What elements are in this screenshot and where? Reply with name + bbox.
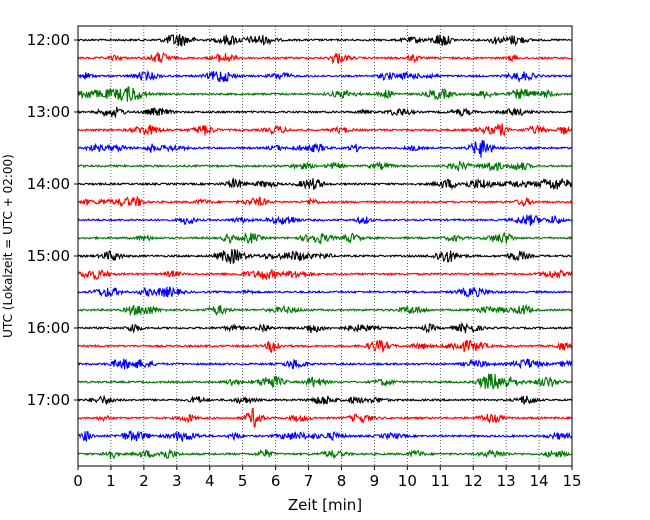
y-tick-label: 13:00 xyxy=(27,103,70,121)
trace-line xyxy=(77,373,573,390)
trace-line xyxy=(77,286,573,298)
x-tick-label: 14 xyxy=(530,472,549,490)
trace-line xyxy=(77,394,573,406)
y-tick-label: 14:00 xyxy=(27,175,70,193)
x-tick-label: 13 xyxy=(497,472,516,490)
trace-line xyxy=(77,160,573,172)
trace-line xyxy=(77,407,573,429)
trace-line xyxy=(77,195,573,208)
x-tick-label: 15 xyxy=(562,472,581,490)
x-tick-label: 5 xyxy=(238,472,248,490)
trace-line xyxy=(77,33,573,47)
trace-line xyxy=(77,249,573,265)
y-tick-label: 16:00 xyxy=(27,319,70,337)
y-tick-label: 17:00 xyxy=(27,391,70,409)
y-tick-label: 15:00 xyxy=(27,247,70,265)
trace-group xyxy=(77,33,573,460)
trace-line xyxy=(77,214,573,226)
y-tick-label: 12:00 xyxy=(27,31,70,49)
trace-line xyxy=(77,86,573,102)
x-axis-ticks: 0 1 2 3 4 5 6 7 8 9 10 11 12 13 14 15 xyxy=(73,466,582,490)
trace-line xyxy=(77,106,573,119)
plot-border xyxy=(77,25,573,467)
y-axis-label: UTC (Lokalzeit = UTC + 02:00) xyxy=(1,154,15,338)
x-tick-label: 2 xyxy=(139,472,149,490)
trace-line xyxy=(77,231,573,246)
vertical-grid xyxy=(110,26,540,466)
y-axis-ticks: 12:00 13:00 14:00 15:00 16:00 17:00 xyxy=(27,31,78,409)
trace-line xyxy=(77,69,573,83)
trace-line xyxy=(77,429,573,443)
trace-line xyxy=(77,177,573,191)
x-tick-label: 9 xyxy=(370,472,380,490)
x-tick-label: 8 xyxy=(337,472,347,490)
x-tick-label: 10 xyxy=(398,472,417,490)
trace-line xyxy=(77,321,573,334)
x-tick-label: 11 xyxy=(431,472,450,490)
x-tick-label: 3 xyxy=(172,472,182,490)
trace-line xyxy=(77,123,573,138)
x-tick-label: 0 xyxy=(73,472,83,490)
trace-line xyxy=(77,140,573,158)
trace-line xyxy=(77,50,573,65)
trace-line xyxy=(77,448,573,460)
x-tick-label: 4 xyxy=(205,472,215,490)
trace-line xyxy=(77,339,573,354)
x-tick-label: 7 xyxy=(304,472,314,490)
x-axis-label: Zeit [min] xyxy=(288,496,362,514)
trace-line xyxy=(77,303,573,317)
plot-area xyxy=(78,26,572,466)
x-tick-label: 6 xyxy=(271,472,281,490)
x-tick-label: 1 xyxy=(106,472,116,490)
trace-line xyxy=(77,358,573,370)
x-tick-label: 12 xyxy=(464,472,483,490)
trace-line xyxy=(77,268,573,281)
